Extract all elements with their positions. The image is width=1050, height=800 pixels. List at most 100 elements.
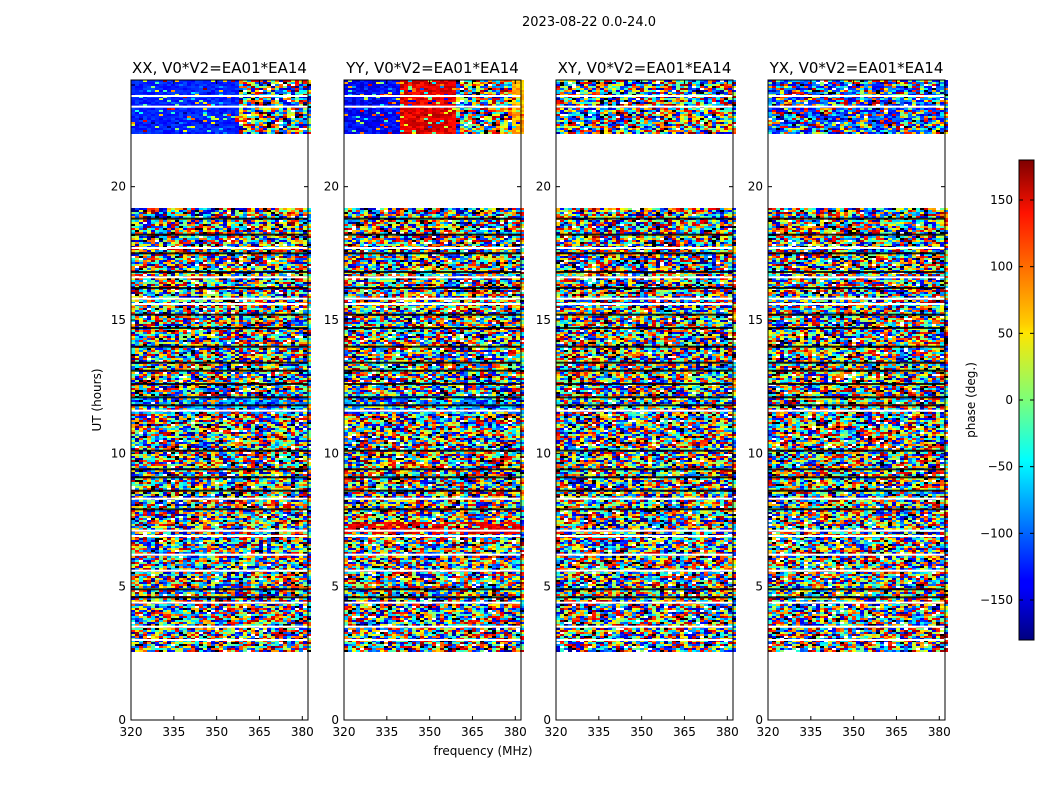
heatmap-cell	[179, 222, 183, 224]
heatmap-cell	[139, 236, 143, 238]
heatmap-cell	[231, 220, 235, 222]
heatmap-cell	[151, 224, 155, 226]
heatmap-cell	[259, 224, 263, 226]
heatmap-cell	[231, 224, 235, 226]
heatmap-cell	[179, 224, 183, 226]
heatmap-cell	[291, 222, 295, 224]
heatmap-cell	[303, 220, 307, 222]
heatmap-cell	[267, 212, 271, 214]
heatmap-cell	[283, 222, 287, 224]
heatmap-cell	[287, 214, 291, 216]
heatmap-cell	[187, 226, 191, 228]
heatmap-cell	[147, 208, 151, 210]
heatmap-cell	[143, 228, 147, 230]
heatmap-cell	[299, 236, 303, 238]
heatmap-cell	[255, 220, 259, 222]
heatmap-cell	[299, 210, 303, 212]
heatmap-cell	[239, 220, 243, 222]
heatmap-cell	[279, 238, 283, 240]
heatmap-cell	[303, 236, 307, 238]
heatmap-cell	[303, 224, 307, 226]
heatmap-cell	[259, 222, 263, 224]
heatmap-cell	[255, 236, 259, 238]
heatmap-cell	[135, 212, 139, 214]
heatmap-cell	[147, 242, 151, 244]
heatmap-cell	[251, 214, 255, 216]
panel-xx: XX, V0*V2=EA01*EA14320 335 350 365 380051015…	[111, 59, 314, 739]
heatmap-cell	[139, 224, 143, 226]
heatmap-cell	[279, 220, 283, 222]
heatmap-cell	[199, 238, 203, 240]
heatmap-cell	[151, 214, 155, 216]
heatmap-cell	[203, 226, 207, 228]
heatmap-cell	[167, 210, 171, 212]
heatmap-cell	[175, 210, 179, 212]
heatmap-cell	[183, 220, 187, 222]
heatmap-cell	[231, 226, 235, 228]
heatmap-cell	[151, 208, 155, 210]
heatmap-cell	[135, 238, 139, 240]
heatmap-cell	[171, 222, 175, 224]
heatmap-cell	[243, 230, 247, 232]
heatmap-cell	[187, 236, 191, 238]
heatmap-cell	[195, 214, 199, 216]
heatmap-cell	[187, 240, 191, 242]
heatmap-cell	[255, 222, 259, 224]
heatmap-cell	[287, 224, 291, 226]
heatmap-cell	[223, 212, 227, 214]
heatmap-cell	[271, 222, 275, 224]
heatmap-cell	[131, 208, 135, 210]
heatmap-cell	[219, 210, 223, 212]
heatmap-cell	[223, 224, 227, 226]
heatmap-cell	[227, 240, 231, 242]
heatmap-cell	[207, 230, 211, 232]
heatmap-cell	[271, 238, 275, 240]
heatmap-cell	[179, 220, 183, 222]
heatmap-cell	[239, 238, 243, 240]
heatmap-cell	[207, 240, 211, 242]
heatmap-cell	[255, 228, 259, 230]
heatmap-cell	[267, 210, 271, 212]
heatmap-cell	[303, 212, 307, 214]
heatmap-cell	[159, 230, 163, 232]
heatmap-cell	[275, 220, 279, 222]
heatmap-cell	[243, 226, 247, 228]
heatmap-cell	[131, 228, 135, 230]
heatmap-cell	[271, 220, 275, 222]
heatmap-cell	[175, 236, 179, 238]
heatmap-cell	[159, 220, 163, 222]
heatmap-cell	[239, 236, 243, 238]
heatmap-cell	[159, 212, 163, 214]
heatmap-cell	[191, 230, 195, 232]
heatmap-cell	[291, 210, 295, 212]
heatmap-cell	[283, 220, 287, 222]
heatmap-cell	[239, 214, 243, 216]
heatmap-cell	[139, 228, 143, 230]
heatmap-cell	[283, 240, 287, 242]
heatmap-cell	[159, 222, 163, 224]
heatmap-cell	[271, 226, 275, 228]
heatmap-cell	[235, 226, 239, 228]
heatmap-cell	[247, 208, 251, 210]
heatmap-cell	[175, 208, 179, 210]
heatmap-cell	[155, 230, 159, 232]
heatmap-cell	[263, 224, 267, 226]
heatmap-cell	[283, 238, 287, 240]
heatmap-cell	[199, 212, 203, 214]
heatmap-cell	[151, 242, 155, 244]
heatmap-cell	[263, 212, 267, 214]
heatmap-cell	[247, 222, 251, 224]
heatmap-cell	[295, 224, 299, 226]
heatmap-cell	[143, 224, 147, 226]
heatmap-cell	[215, 210, 219, 212]
heatmap-cell	[299, 238, 303, 240]
heatmap-cell	[299, 208, 303, 210]
heatmap-cell	[151, 212, 155, 214]
heatmap-cell	[211, 208, 215, 210]
heatmap-cell	[151, 236, 155, 238]
heatmap-cell	[267, 238, 271, 240]
heatmap-cell	[259, 238, 263, 240]
heatmap-cell	[151, 210, 155, 212]
heatmap-cell	[263, 220, 267, 222]
heatmap-cell	[167, 238, 171, 240]
